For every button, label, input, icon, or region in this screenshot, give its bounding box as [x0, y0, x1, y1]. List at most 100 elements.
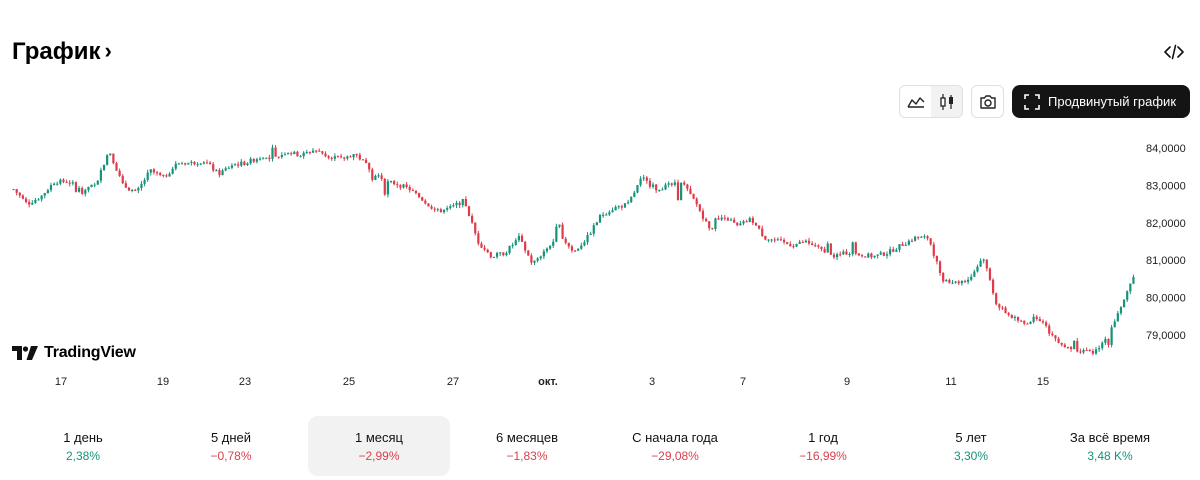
period-6[interactable]: 5 лет 3,30% — [900, 416, 1042, 476]
candle-body — [829, 243, 832, 255]
candle-body — [633, 192, 636, 197]
candle-body — [567, 242, 570, 247]
x-tick-label: окт. — [538, 376, 558, 388]
candle-body — [1069, 347, 1073, 350]
candle-body — [520, 235, 524, 242]
candle-body — [467, 206, 471, 216]
candle-body — [792, 246, 795, 248]
period-change: −1,83% — [506, 448, 548, 463]
candle-body — [102, 164, 106, 171]
candle-body — [680, 182, 683, 200]
candle-body — [873, 255, 876, 258]
candle-body — [218, 170, 221, 176]
candle-body — [923, 236, 926, 238]
candle-body — [258, 158, 262, 160]
candle-body — [1026, 323, 1029, 325]
candle-body — [349, 156, 352, 158]
candle-body — [190, 161, 193, 163]
candle-body — [776, 239, 779, 241]
candle-body — [1051, 333, 1054, 336]
candle-body — [767, 239, 770, 241]
period-3[interactable]: 6 месяцев −1,83% — [456, 416, 598, 476]
candle-body — [283, 154, 287, 156]
candle-body — [860, 255, 864, 257]
candle-body — [224, 168, 227, 171]
period-5[interactable]: 1 год −16,99% — [752, 416, 894, 476]
candle-body — [358, 154, 361, 160]
y-tick-label: 83,0000 — [1146, 180, 1186, 192]
candle-body — [371, 169, 374, 180]
candle-body — [1044, 322, 1048, 326]
candle-body — [87, 186, 90, 191]
camera-icon[interactable] — [971, 85, 1005, 118]
candle-body — [405, 184, 408, 187]
candle-body — [106, 155, 109, 165]
candle-body — [308, 152, 312, 154]
candle-body — [733, 219, 736, 223]
candle-body — [1129, 283, 1132, 292]
candle-body — [976, 266, 979, 272]
area-chart-icon[interactable] — [900, 86, 931, 117]
candle-body — [18, 192, 21, 196]
period-2[interactable]: 1 месяц −2,99% — [308, 416, 450, 476]
candle-body — [277, 156, 280, 158]
price-chart[interactable]: 84,0000 83,0000 82,0000 81,0000 80,0000 79,00… — [0, 120, 1200, 395]
x-tick-label: 25 — [343, 376, 355, 388]
candle-body — [1066, 346, 1070, 348]
candle-body — [109, 153, 112, 156]
period-0[interactable]: 1 день 2,38% — [12, 416, 154, 476]
candle-body — [910, 240, 914, 242]
candle-body — [137, 188, 140, 191]
candle-body — [857, 253, 861, 256]
candle-body — [876, 254, 879, 256]
candle-body — [1085, 349, 1088, 351]
advanced-chart-button[interactable]: Продвинутый график — [1012, 85, 1190, 118]
candle-body — [889, 249, 892, 255]
candle-body — [499, 252, 502, 254]
candle-body — [408, 186, 411, 191]
period-4[interactable]: С начала года −29,08% — [604, 416, 746, 476]
candle-body — [262, 158, 265, 160]
period-change: 3,30% — [953, 448, 989, 463]
candle-body — [748, 218, 751, 223]
candle-body — [343, 157, 346, 159]
chart-title[interactable]: График › — [12, 38, 112, 66]
period-1[interactable]: 5 дней −0,78% — [160, 416, 302, 476]
candles-icon[interactable] — [931, 86, 963, 117]
y-tick-label: 81,0000 — [1146, 255, 1186, 267]
candle-body — [1110, 327, 1113, 345]
candle-body — [817, 245, 820, 247]
candle-body — [436, 209, 439, 211]
candle-body — [564, 238, 567, 243]
candle-body — [296, 151, 299, 157]
candle-body — [99, 170, 103, 181]
candle-body — [804, 240, 807, 243]
x-tick-label: 23 — [239, 376, 251, 388]
candle-body — [1004, 307, 1007, 314]
candle-body — [545, 248, 549, 252]
candle-body — [184, 163, 187, 165]
candle-body — [421, 197, 424, 201]
candle-body — [892, 249, 895, 252]
candle-body — [324, 153, 327, 157]
candle-body — [280, 154, 283, 157]
candle-body — [885, 254, 889, 256]
candle-body — [773, 239, 776, 241]
candle-body — [430, 206, 433, 209]
candle-body — [973, 271, 976, 277]
candle-body — [159, 172, 162, 175]
candle-body — [290, 153, 293, 155]
period-7[interactable]: За всё время 3,48 K% — [1039, 416, 1181, 476]
candle-body — [736, 222, 739, 226]
candle-body — [414, 190, 418, 194]
candle-body — [726, 218, 730, 221]
candle-body — [945, 279, 948, 282]
candle-body — [948, 279, 951, 283]
candle-body — [895, 249, 898, 252]
candle-body — [21, 195, 25, 199]
candle-body — [823, 248, 826, 253]
candle-body — [474, 222, 477, 234]
candle-body — [212, 164, 215, 171]
code-embed-icon[interactable] — [1162, 40, 1186, 64]
candle-body — [1107, 338, 1110, 345]
